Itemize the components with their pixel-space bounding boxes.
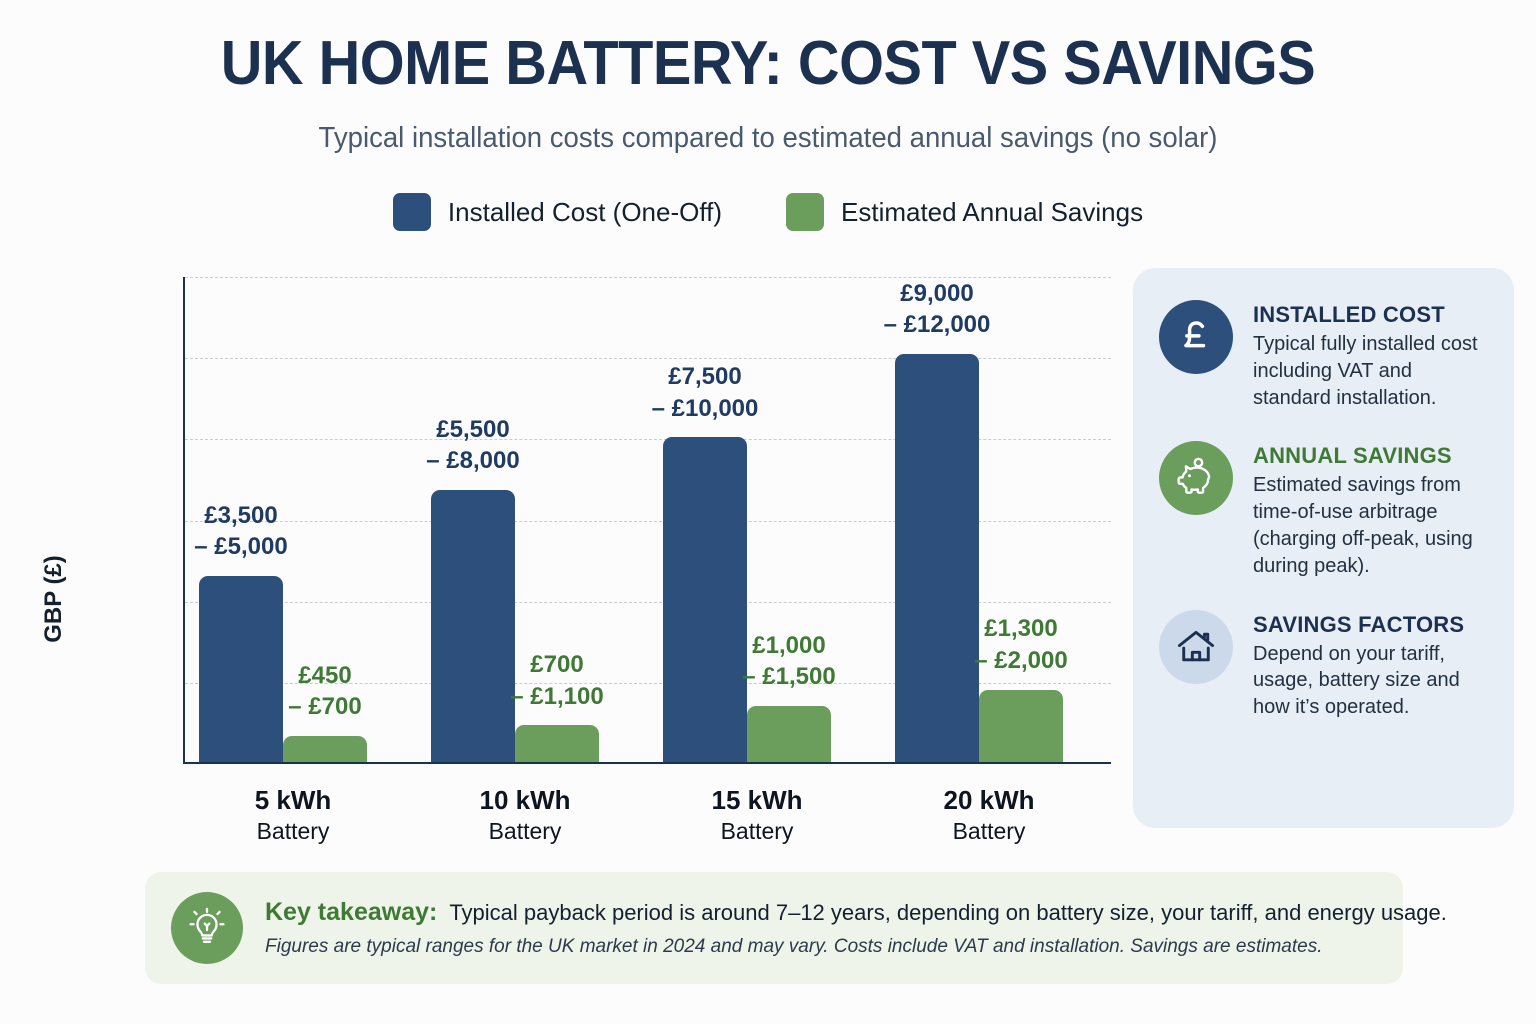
bar-value-range-low: £7,500 <box>668 363 742 390</box>
legend-item-installed-cost[interactable]: Installed Cost (One-Off) <box>392 193 722 231</box>
square-swatch-icon <box>392 193 431 231</box>
lightbulb-icon <box>171 892 243 964</box>
bar-value-label: £7,500 – £10,000 <box>629 361 781 424</box>
takeaway-disclaimer: Figures are typical ranges for the UK ma… <box>265 936 1323 957</box>
info-card-installed-cost: INSTALLED COST Typical fully installed c… <box>1159 300 1488 411</box>
bar-value-range-low: £5,500 <box>436 415 510 443</box>
house-icon <box>1159 609 1233 684</box>
bar-annual-savings[interactable] <box>747 706 831 762</box>
bar-value-range-low: £3,500 <box>204 501 278 529</box>
category-sub: Battery <box>488 817 562 844</box>
info-card-annual-savings: ANNUAL SAVINGS Estimated savings from ti… <box>1159 441 1488 579</box>
x-axis-category-label: 20 kWh Battery <box>873 784 1105 845</box>
info-card-body: Typical fully installed cost including V… <box>1253 333 1478 409</box>
y-axis-title: GBP (£) <box>40 555 67 643</box>
category-sub: Battery <box>952 817 1026 844</box>
info-card-body: Estimated savings from time-of-use arbit… <box>1253 474 1473 577</box>
x-axis-category-label: 10 kWh Battery <box>409 784 641 845</box>
category-main: 20 kWh <box>943 785 1035 815</box>
bar-annual-savings[interactable] <box>283 736 367 762</box>
x-axis-category-label: 5 kWh Battery <box>177 784 409 845</box>
gridline <box>185 520 1111 522</box>
bar-value-range-high: – £12,000 <box>883 311 991 339</box>
page-subtitle: Typical installation costs compared to e… <box>318 122 1218 154</box>
bar-installed-cost[interactable] <box>895 354 979 762</box>
bar-installed-cost[interactable] <box>431 490 515 762</box>
category-sub: Battery <box>720 817 794 844</box>
legend-label: Installed Cost (One-Off) <box>447 196 722 227</box>
category-main: 15 kWh <box>711 785 803 815</box>
bar-chart: GBP (£) £0£2,000£4,000£6,000£8,000£10,00… <box>0 255 1120 855</box>
info-card-body: Depend on your tariff, usage, battery si… <box>1253 642 1460 719</box>
legend-item-annual-savings[interactable]: Estimated Annual Savings <box>786 193 1143 231</box>
gridline <box>185 682 1111 684</box>
bar-installed-cost[interactable] <box>199 576 283 762</box>
info-card-savings-factors: SAVINGS FACTORS Depend on your tariff, u… <box>1159 609 1488 721</box>
pound-sterling-icon <box>1159 300 1233 374</box>
bar-installed-cost[interactable] <box>663 437 747 762</box>
takeaway-label: Key takeaway: <box>265 898 438 926</box>
takeaway-sentence: Typical payback period is around 7–12 ye… <box>449 900 1447 925</box>
info-side-panel: INSTALLED COST Typical fully installed c… <box>1133 268 1514 828</box>
bar-value-range-high: – £8,000 <box>426 447 520 475</box>
bar-annual-savings[interactable] <box>515 725 599 762</box>
bar-value-range-high: – £10,000 <box>651 394 759 422</box>
takeaway-primary-line: Key takeaway: Typical payback period is a… <box>265 898 1447 927</box>
info-card-title: INSTALLED COST <box>1253 302 1445 327</box>
bar-value-label: £5,500 – £8,000 <box>397 414 549 477</box>
x-axis-category-label: 15 kWh Battery <box>641 784 873 845</box>
gridline <box>185 439 1111 441</box>
bar-value-range-high: – £5,000 <box>194 533 288 561</box>
bar-value-range-low: £9,000 <box>900 279 974 307</box>
legend-label: Estimated Annual Savings <box>841 196 1144 227</box>
page-title: UK HOME BATTERY: COST VS SAVINGS <box>220 29 1316 98</box>
bar-annual-savings[interactable] <box>979 689 1063 762</box>
category-main: 10 kWh <box>479 785 571 815</box>
gridline <box>185 358 1111 360</box>
info-card-title: ANNUAL SAVINGS <box>1253 443 1452 469</box>
bar-value-label: £3,500 – £5,000 <box>165 500 317 563</box>
square-swatch-icon <box>786 193 824 231</box>
piggy-bank-icon <box>1159 441 1233 516</box>
gridline <box>185 277 1111 278</box>
chart-legend: Installed Cost (One-Off) Estimated Annua… <box>0 193 1536 231</box>
key-takeaway-panel: Key takeaway: Typical payback period is a… <box>145 872 1447 984</box>
category-main: 5 kWh <box>254 785 332 815</box>
gridline <box>185 601 1111 603</box>
bar-value-label: £9,000 – £12,000 <box>861 278 1013 341</box>
category-sub: Battery <box>256 817 330 844</box>
plot-area: £0£2,000£4,000£6,000£8,000£10,000£12,000… <box>183 277 1111 764</box>
info-card-title: SAVINGS FACTORS <box>1253 611 1465 637</box>
